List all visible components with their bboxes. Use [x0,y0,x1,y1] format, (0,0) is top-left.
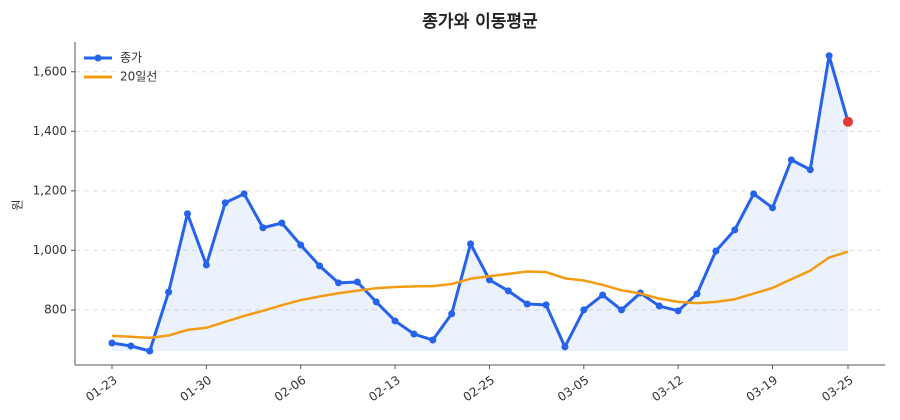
point [787,156,795,164]
point [127,342,135,350]
y-tick-label: 1,600 [33,64,67,78]
area [112,55,848,352]
point [183,210,191,218]
x-tick-label: 03-19 [744,373,781,404]
x-tick-label: 02-06 [272,373,309,404]
y-tick-label: 1,200 [33,183,67,197]
point [316,262,324,270]
point [259,224,267,232]
chart-title: 종가와 이동평균 [422,12,538,32]
legend-label: 종가 [120,51,142,65]
line [111,250,849,340]
x-tick-label: 03-25 [819,373,856,404]
point [165,288,173,296]
point [334,279,342,287]
point [108,339,116,347]
point [297,241,305,249]
point [618,306,626,314]
point [599,291,607,299]
y-tick-label: 800 [44,302,67,316]
point [580,306,588,314]
point [504,287,512,295]
point [372,298,380,306]
point [429,336,437,344]
point [712,247,720,255]
point [467,240,475,248]
point [240,190,248,198]
x-tick-label: 01-23 [83,373,120,404]
point [693,290,701,298]
point [561,343,569,351]
point [221,199,229,207]
point [825,52,833,60]
y-axis-label: 원 [11,199,25,210]
legend-marker [94,54,102,62]
point [410,330,418,338]
point [485,276,493,284]
point [391,317,399,325]
x-tick-label: 02-13 [366,373,403,404]
point [750,190,758,198]
point [674,307,682,315]
point [731,226,739,234]
point [806,166,814,174]
line [111,54,850,353]
x-tick-label: 03-05 [555,373,592,404]
point [523,300,531,308]
point [769,204,777,212]
point [542,301,550,309]
x-tick-label: 02-25 [461,373,498,404]
point [353,278,361,286]
point [202,261,210,269]
point [655,302,663,310]
y-tick-label: 1,400 [33,124,67,138]
legend-label: 20일선 [120,70,157,84]
x-tick-label: 03-12 [649,373,686,404]
point [843,116,853,127]
point [278,219,286,227]
point [146,347,154,355]
y-tick-label: 1,000 [33,243,67,257]
point [448,310,456,318]
x-tick-label: 01-30 [177,373,214,404]
